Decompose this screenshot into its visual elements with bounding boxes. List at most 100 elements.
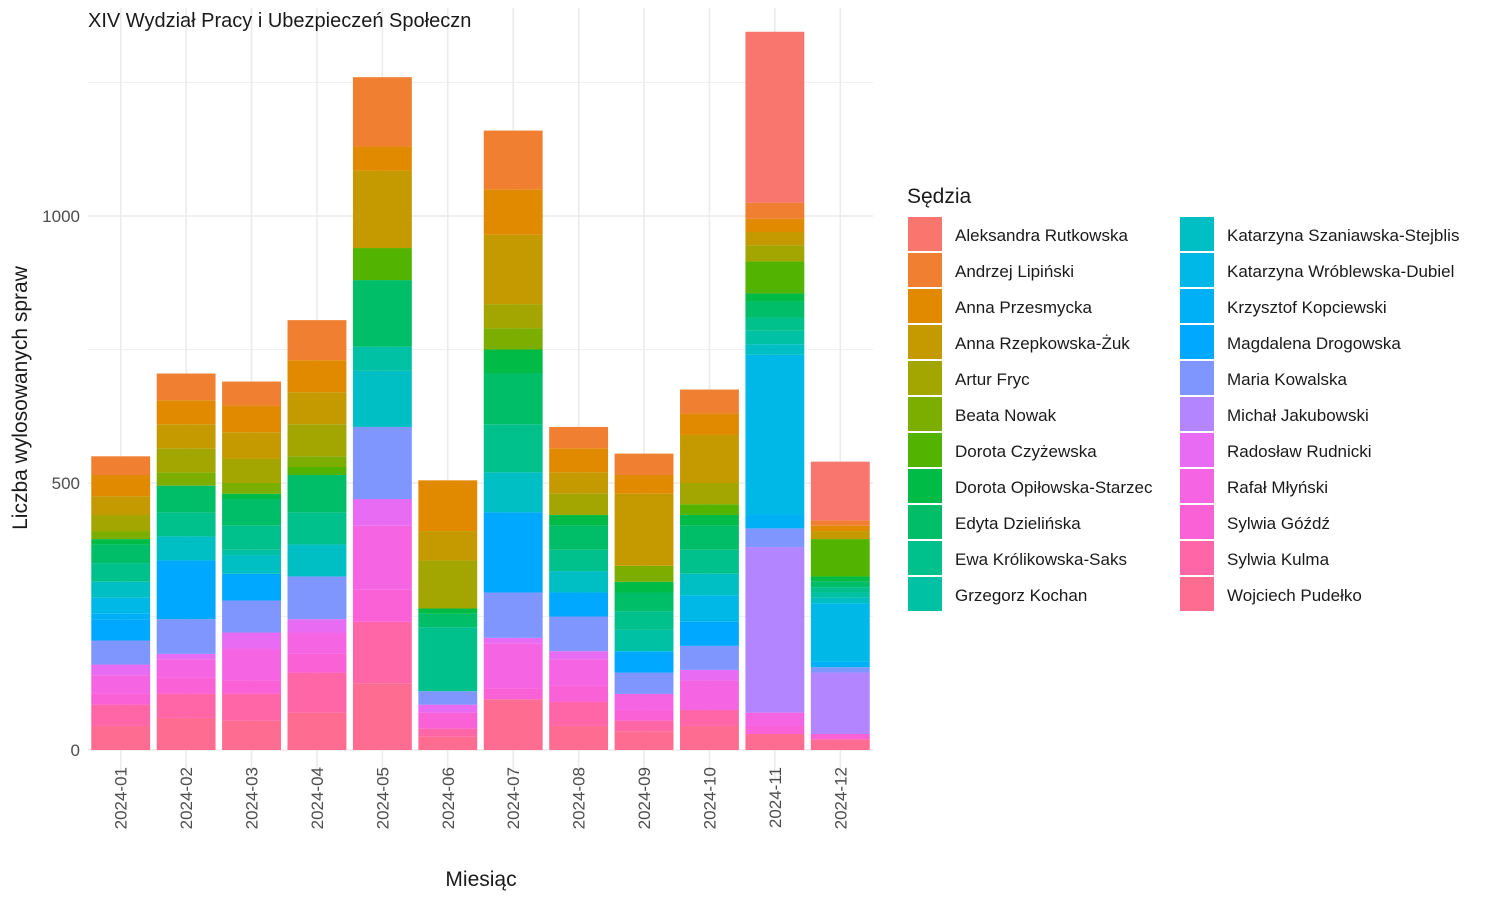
legend-key: [908, 217, 942, 251]
bar-segment: [156, 693, 216, 718]
bar-segment: [745, 232, 805, 246]
bar-segment: [549, 472, 609, 494]
bar-segment: [549, 448, 609, 473]
bar-segment: [222, 525, 281, 550]
legend-key: [908, 397, 942, 431]
bar-segment: [614, 629, 674, 652]
bar-segment: [680, 669, 739, 681]
bar-segment: [222, 499, 281, 526]
bar-segment: [483, 349, 543, 374]
legend-key: [908, 577, 942, 611]
bar-segment: [156, 717, 216, 750]
y-tick-label: 500: [52, 474, 80, 493]
bar-segment: [745, 330, 805, 345]
bar-segment: [156, 659, 216, 678]
x-tick-label: 2024-12: [831, 767, 850, 829]
bar-segment: [156, 512, 216, 537]
legend-key: [908, 253, 942, 287]
bar-segment: [549, 525, 609, 550]
legend-key: [1180, 469, 1214, 503]
bar-segment: [91, 664, 151, 676]
bar-segment: [91, 563, 151, 582]
bar-segment: [222, 483, 281, 494]
bar-segment: [91, 474, 151, 497]
bar-segment: [222, 405, 281, 433]
bar-segment: [418, 531, 478, 561]
bar-segment: [222, 573, 281, 601]
bar-segment: [745, 725, 805, 734]
bar-segment: [287, 619, 347, 633]
x-tick-label: 2024-09: [635, 767, 654, 829]
bar-segment: [614, 565, 674, 582]
bar-segment: [549, 493, 609, 516]
bar-segment: [614, 611, 674, 630]
bar-segment: [418, 613, 478, 628]
bar-segment: [680, 549, 739, 574]
bar-segment: [418, 627, 478, 692]
bar-segment: [222, 720, 281, 750]
bar-segment: [418, 560, 478, 609]
bar-segment: [810, 576, 870, 582]
bar-segment: [91, 693, 151, 705]
legend-key: [908, 289, 942, 323]
bar-segment: [156, 373, 216, 401]
bar-segment: [156, 400, 216, 425]
bar-segment: [91, 640, 151, 665]
bar-segment: [745, 202, 805, 219]
legend-title: Sędzia: [907, 185, 972, 208]
bar-segment: [680, 434, 739, 483]
bar-segment: [483, 130, 543, 190]
x-tick-label: 2024-06: [439, 767, 458, 829]
bar-segment: [287, 712, 347, 750]
bar-segment: [810, 525, 870, 532]
x-tick-label: 2024-10: [700, 767, 719, 829]
legend-label: Katarzyna Wróblewska-Dubiel: [1227, 262, 1454, 281]
bar-segment: [352, 77, 412, 147]
bar-segment: [810, 539, 870, 577]
bar-segment: [352, 146, 412, 171]
bar-segment: [483, 643, 543, 689]
bar-segment: [91, 496, 151, 516]
bar-segment: [352, 683, 412, 750]
bar-segment: [222, 381, 281, 406]
legend-label: Rafał Młyński: [1227, 478, 1328, 497]
bar-segment: [91, 581, 151, 598]
bar-segment: [483, 234, 543, 305]
bar-segment: [352, 346, 412, 371]
legend-key: [1180, 505, 1214, 539]
bar-segment: [745, 317, 805, 331]
bar-segment: [745, 261, 805, 294]
legend-label: Andrzej Lipiński: [955, 262, 1074, 281]
bar-segment: [810, 733, 870, 740]
bar-segment: [810, 597, 870, 604]
bar-segment: [483, 512, 543, 593]
legend-key: [908, 361, 942, 395]
bar-segment: [352, 280, 412, 347]
legend-key: [908, 433, 942, 467]
legend-key: [908, 469, 942, 503]
legend-label: Dorota Czyżewska: [955, 442, 1097, 461]
bar-segment: [680, 389, 739, 414]
legend-label: Krzysztof Kopciewski: [1227, 298, 1387, 317]
legend-key: [1180, 253, 1214, 287]
legend-label: Radosław Rudnicki: [1227, 442, 1372, 461]
bar-segment: [614, 592, 674, 612]
bar-segment: [352, 248, 412, 281]
bar-segment: [810, 739, 870, 750]
bar-segment: [745, 712, 805, 726]
bar-segment: [91, 675, 151, 694]
bar-segment: [614, 474, 674, 494]
bar-segment: [287, 576, 347, 620]
bar-segment: [222, 632, 281, 649]
bar-segment: [418, 704, 478, 713]
bar-segment: [549, 426, 609, 449]
bar-segment: [352, 426, 412, 500]
bar-segment: [418, 480, 478, 532]
bar-segment: [745, 354, 805, 516]
bar-segment: [91, 619, 151, 641]
bar-segment: [352, 525, 412, 590]
bar-segment: [287, 360, 347, 393]
legend-key: [1180, 289, 1214, 323]
x-tick-label: 2024-08: [570, 767, 589, 829]
bar-segment: [222, 648, 281, 681]
